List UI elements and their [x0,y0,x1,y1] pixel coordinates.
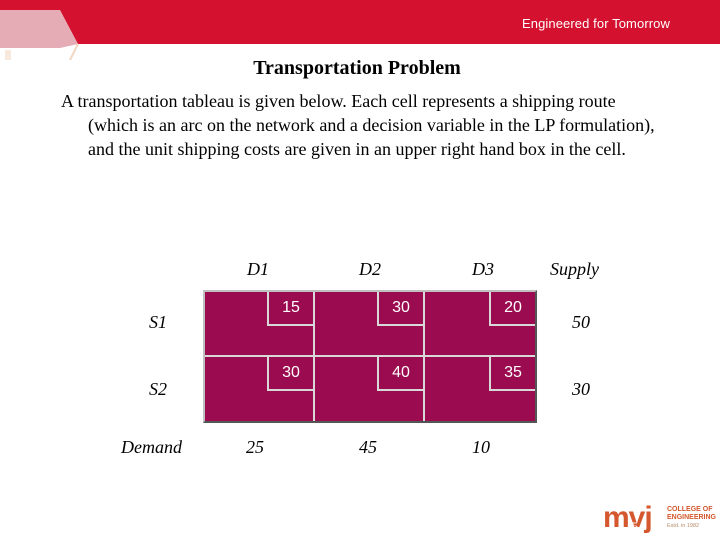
slide-body-text: A transportation tableau is given below.… [61,91,655,159]
logo-text: COLLEGE OF ENGINEERING Estd. in 1982 [667,506,720,530]
slide-title: Transportation Problem [253,57,461,79]
cost-box: 20 [489,292,535,326]
row-label-s1: S1 [149,312,167,332]
tableau-cell-s2-d1: 30 [205,356,315,421]
logo-line-1: COLLEGE OF [667,506,713,513]
tableau-cell-s2-d2: 40 [315,356,425,421]
column-header-d2: D2 [359,259,381,279]
slide-number: 5 [632,519,638,533]
logo-mark: mvj [603,501,653,534]
college-logo: mvj COLLEGE OF ENGINEERING Estd. in 1982 [603,501,716,534]
tableau-cell-s1-d1: 15 [205,292,315,357]
column-header-d1: D1 [247,259,269,279]
demand-value-d1: 25 [246,437,264,457]
cost-box: 30 [377,292,423,326]
demand-value-d2: 45 [359,437,377,457]
row-label-s2: S2 [149,379,167,399]
supply-value-s2: 30 [572,379,590,399]
logo-line-2: ENGINEERING [667,514,717,521]
column-header-supply: Supply [550,259,599,279]
tableau-cell-s1-d3: 20 [425,292,535,357]
cost-box: 30 [267,356,313,391]
banner-shape [0,0,720,60]
logo-line-3: Estd. in 1982 [667,523,700,529]
transportation-tableau: 15 30 20 30 40 35 [203,290,537,423]
tableau-cell-s2-d3: 35 [425,356,535,422]
demand-value-d3: 10 [472,437,490,457]
tableau-cell-s1-d2: 30 [315,292,425,357]
cost-box: 40 [377,356,423,391]
cost-box: 35 [489,356,535,391]
column-header-d3: D3 [472,259,494,279]
supply-value-s1: 50 [572,312,590,332]
banner-tagline: Engineered for Tomorrow [521,16,670,31]
header-banner: Engineered for Tomorrow [0,0,720,60]
cost-box: 15 [267,292,313,326]
row-label-demand: Demand [121,437,182,457]
